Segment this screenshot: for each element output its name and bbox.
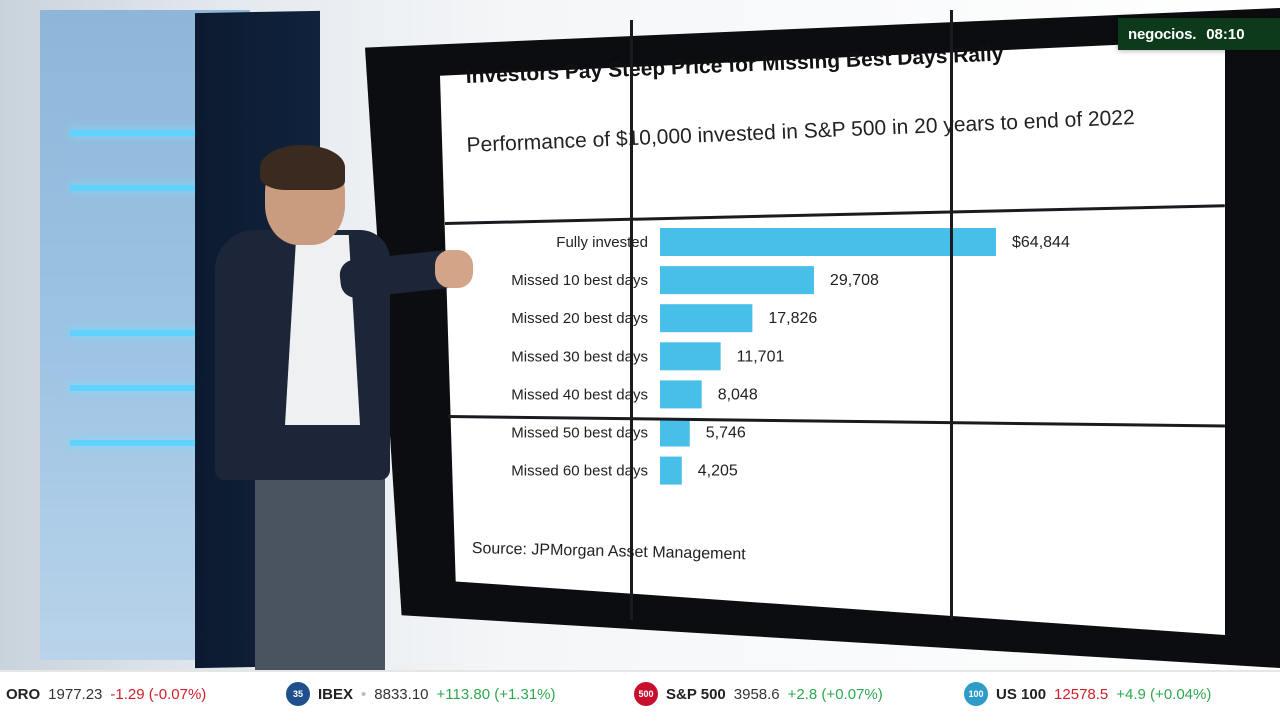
ticker-value: 8833.10	[374, 685, 429, 703]
studio-light-stripe	[70, 330, 250, 336]
clock: 08:10	[1206, 25, 1245, 43]
ticker-change: +113.80 (+1.31%)	[436, 685, 556, 703]
ticker-item-sp500: 500 S&P 500 3958.6 +2.8 (+0.07%)	[634, 672, 889, 716]
ticker-item-ibex: 35 IBEX • 8833.10 +113.80 (+1.31%)	[286, 672, 562, 716]
category-label: Fully invested	[556, 234, 648, 251]
ticker-name: S&P 500	[666, 685, 726, 703]
data-label: 11,701	[737, 348, 785, 365]
screen-bezel	[630, 20, 633, 620]
bar-5	[660, 418, 690, 447]
ticker-value: 3958.6	[733, 685, 780, 703]
channel-brand: negocios.	[1128, 25, 1197, 43]
category-label: Missed 50 best days	[511, 425, 648, 442]
studio-light-stripe	[70, 185, 250, 191]
bar-6	[660, 456, 682, 485]
ticker-name: IBEX	[318, 685, 354, 703]
data-label: 29,708	[830, 272, 879, 289]
ticker-change: -1.29 (-0.07%)	[110, 685, 207, 703]
channel-logo: negocios. 08:10	[1118, 18, 1280, 50]
chart-slide	[440, 40, 1225, 635]
ticker-change: +4.9 (+0.04%)	[1116, 685, 1212, 703]
us100-badge-icon: 100	[964, 682, 988, 706]
ticker-change: +2.8 (+0.07%)	[787, 685, 883, 703]
ticker-name: US 100	[996, 685, 1047, 703]
studio-light-stripe	[70, 130, 250, 136]
bar-1	[660, 266, 814, 295]
category-label: Missed 30 best days	[511, 348, 648, 365]
ticker-item-us100: 100 US 100 12578.5 +4.9 (+0.04%)	[964, 672, 1217, 716]
ticker-value: 12578.5	[1054, 685, 1109, 703]
data-label: 17,826	[768, 310, 817, 327]
category-label: Missed 10 best days	[511, 272, 648, 289]
bar-2	[660, 304, 753, 333]
ibex-badge-icon: 35	[286, 682, 310, 706]
data-label: $64,844	[1012, 234, 1070, 251]
screen-bezel	[950, 10, 953, 620]
studio-light-stripe	[70, 440, 250, 446]
market-ticker: ORO 1977.23 -1.29 (-0.07%) 35 IBEX • 883…	[0, 670, 1280, 722]
category-label: Missed 60 best days	[511, 463, 648, 480]
data-label: 4,205	[698, 463, 738, 480]
studio-light-stripe	[70, 385, 250, 391]
bar-4	[660, 380, 702, 409]
ticker-value: 1977.23	[48, 685, 103, 703]
category-label: Missed 20 best days	[511, 310, 648, 327]
data-label: 8,048	[718, 386, 758, 403]
bar-3	[660, 342, 721, 371]
sp500-badge-icon: 500	[634, 682, 658, 706]
bar-0	[660, 228, 996, 256]
category-label: Missed 40 best days	[511, 386, 648, 403]
data-label: 5,746	[706, 425, 746, 442]
ticker-name: ORO	[6, 685, 41, 703]
ticker-item-oro: ORO 1977.23 -1.29 (-0.07%)	[6, 672, 212, 716]
presenter	[210, 145, 473, 675]
